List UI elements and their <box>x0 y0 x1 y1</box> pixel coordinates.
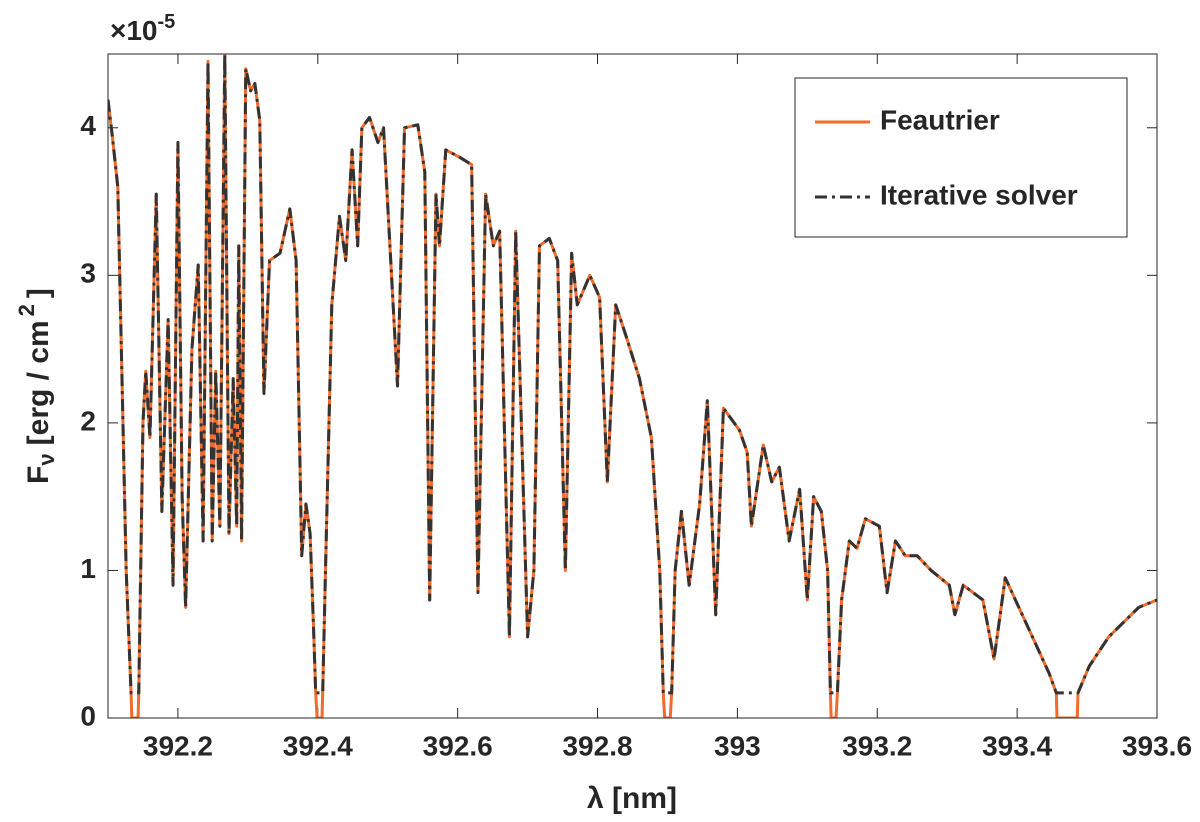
y-tick-label: 4 <box>80 110 96 141</box>
y-label-sub: ν <box>34 453 59 465</box>
x-tick-label: 392.6 <box>423 730 493 761</box>
y-multiplier-exponent: -5 <box>158 11 176 33</box>
y-axis-label: Fν [erg / cm 2] <box>14 288 59 484</box>
y-label-sup: 2 <box>14 304 39 316</box>
x-tick-label: 392.8 <box>562 730 632 761</box>
legend-box <box>794 77 1128 238</box>
axes-box <box>107 53 1158 719</box>
x-tick-label: 393.6 <box>1122 730 1192 761</box>
x-tick-label: 392.4 <box>283 730 353 761</box>
y-label-unit: [erg / cm <box>22 320 55 445</box>
x-tick-label: 393.2 <box>842 730 912 761</box>
legend-label: Feautrier <box>880 104 1000 135</box>
y-tick-label: 2 <box>80 405 96 436</box>
x-tick-label: 392.2 <box>143 730 213 761</box>
y-label-end: ] <box>22 288 55 298</box>
plot-area <box>108 54 1157 718</box>
x-tick-label: 393.4 <box>982 730 1052 761</box>
y-label-main: F <box>22 466 55 484</box>
y-tick-label: 0 <box>80 700 96 731</box>
y-tick-label: 1 <box>80 553 96 584</box>
data-line <box>108 54 1157 695</box>
y-multiplier: ×10-5 <box>110 11 175 46</box>
y-tick-label: 3 <box>80 258 96 289</box>
legend-label: Iterative solver <box>880 179 1078 210</box>
x-axis-label: λ [nm] <box>587 782 677 815</box>
y-multiplier-base: ×10 <box>110 15 158 46</box>
x-tick-label: 393 <box>714 730 761 761</box>
